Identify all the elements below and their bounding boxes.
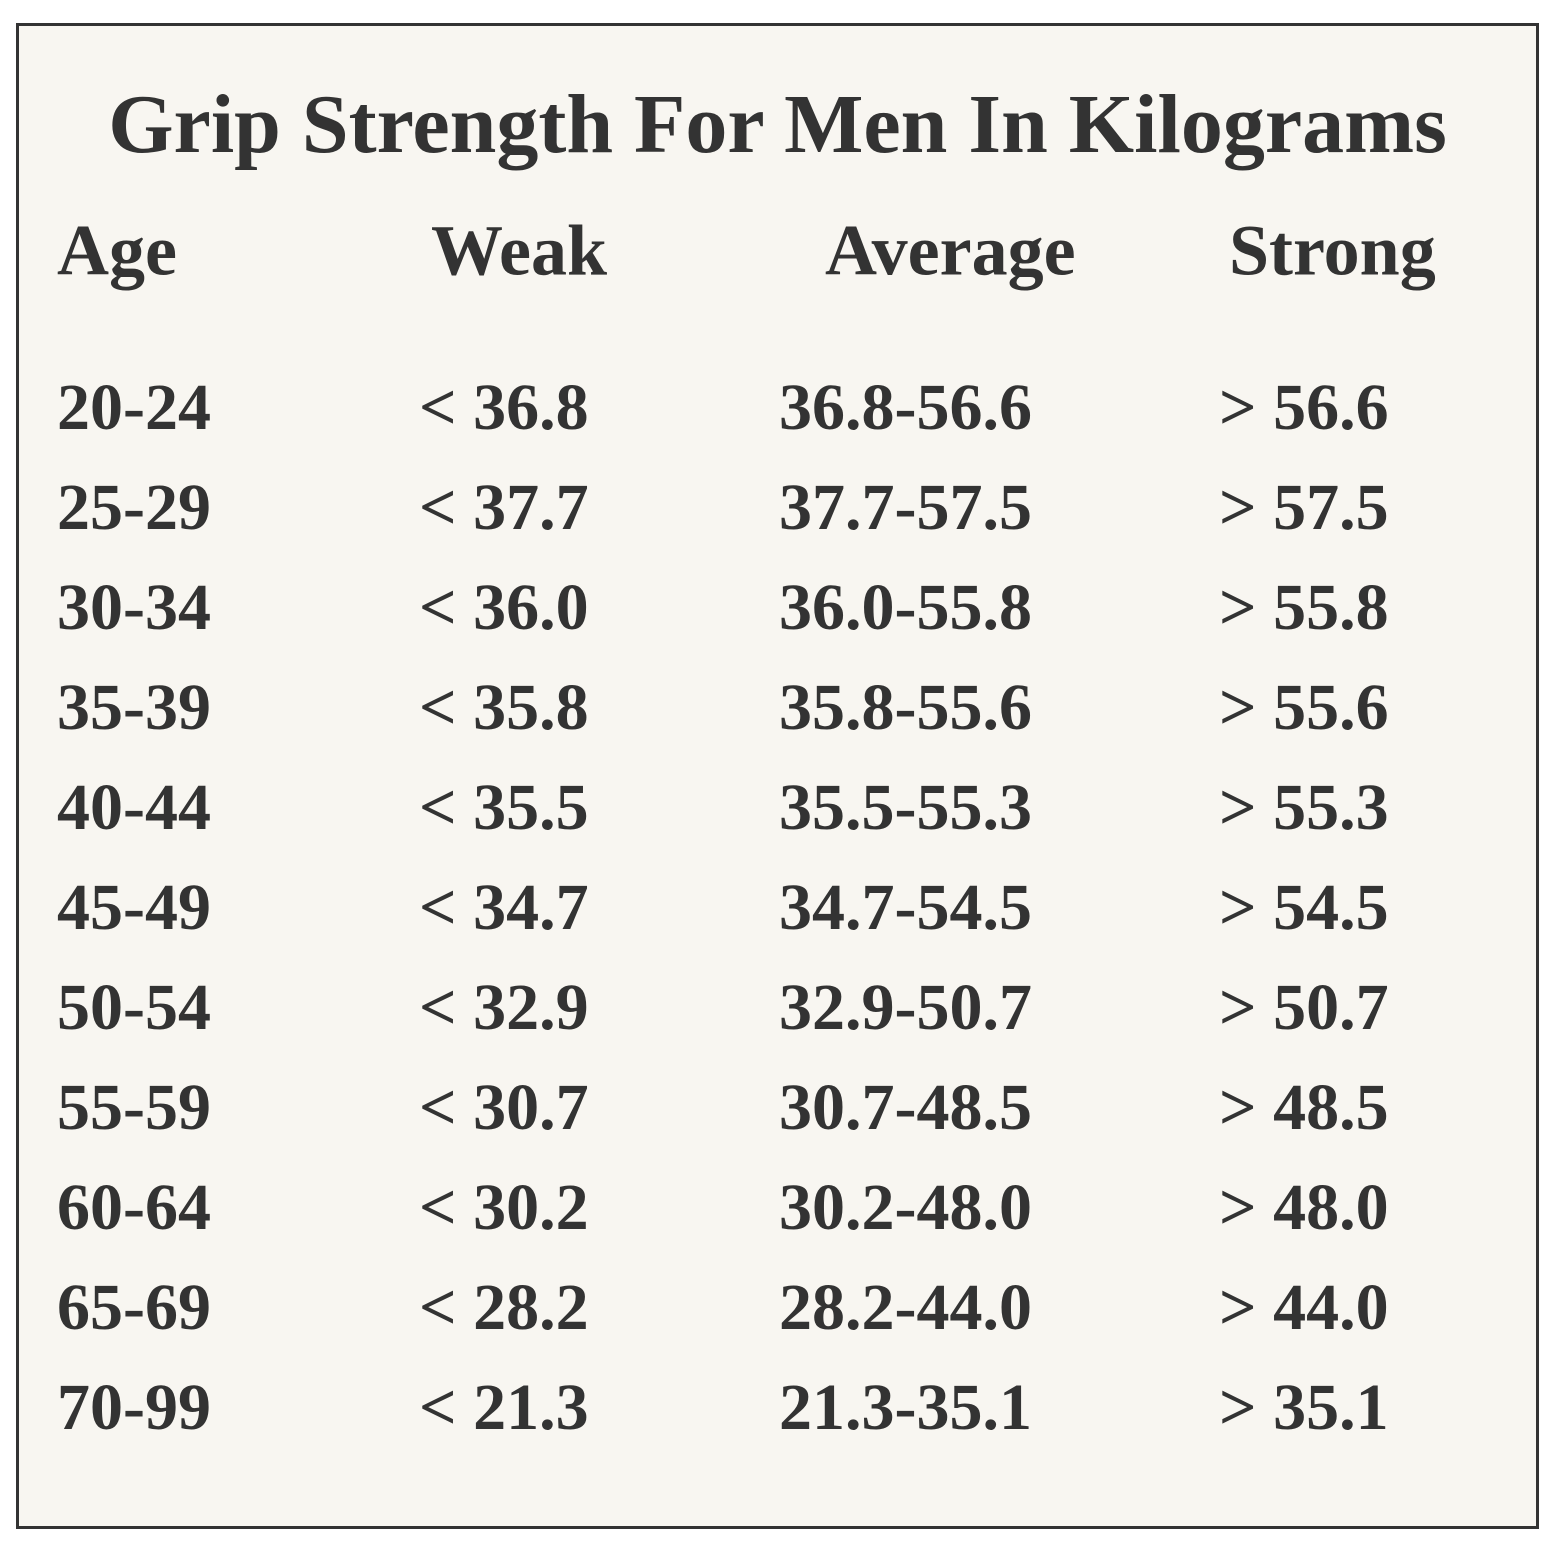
column-header: Strong [1229, 210, 1436, 291]
value-cell: < 36.0 [419, 571, 589, 644]
value-cell: > 50.7 [1219, 971, 1389, 1044]
value-cell: < 34.7 [419, 871, 589, 944]
value-cell: > 56.6 [1219, 371, 1389, 444]
value-cell: > 55.8 [1219, 571, 1389, 644]
value-cell: 35.8-55.6 [779, 671, 1032, 744]
age-cell: 20-24 [57, 371, 211, 444]
value-cell: < 35.5 [419, 771, 589, 844]
value-cell: 32.9-50.7 [779, 971, 1032, 1044]
value-cell: > 57.5 [1219, 471, 1389, 544]
age-cell: 40-44 [57, 771, 211, 844]
value-cell: < 35.8 [419, 671, 589, 744]
age-cell: 65-69 [57, 1271, 211, 1344]
value-cell: > 48.5 [1219, 1071, 1389, 1144]
title: Grip Strength For Men In Kilograms [108, 78, 1447, 171]
value-cell: > 35.1 [1219, 1371, 1389, 1444]
age-cell: 45-49 [57, 871, 211, 944]
age-cell: 35-39 [57, 671, 211, 744]
age-cell: 70-99 [57, 1371, 211, 1444]
value-cell: 28.2-44.0 [779, 1271, 1032, 1344]
column-header: Average [825, 210, 1076, 291]
value-cell: 37.7-57.5 [779, 471, 1032, 544]
value-cell: > 48.0 [1219, 1171, 1389, 1244]
value-cell: > 55.6 [1219, 671, 1389, 744]
column-header: Age [57, 210, 177, 291]
value-cell: < 37.7 [419, 471, 589, 544]
value-cell: > 54.5 [1219, 871, 1389, 944]
value-cell: < 30.2 [419, 1171, 589, 1244]
age-cell: 55-59 [57, 1071, 211, 1144]
value-cell: 36.0-55.8 [779, 571, 1032, 644]
value-cell: 35.5-55.3 [779, 771, 1032, 844]
value-cell: < 36.8 [419, 371, 589, 444]
table-panel: Grip Strength For Men In Kilograms Age We… [16, 23, 1539, 1529]
value-cell: < 30.7 [419, 1071, 589, 1144]
value-cell: 21.3-35.1 [779, 1371, 1032, 1444]
value-cell: > 44.0 [1219, 1271, 1389, 1344]
column-header: Weak [431, 210, 608, 291]
value-cell: < 21.3 [419, 1371, 589, 1444]
value-cell: 36.8-56.6 [779, 371, 1032, 444]
value-cell: < 32.9 [419, 971, 589, 1044]
value-cell: < 28.2 [419, 1271, 589, 1344]
value-cell: 30.7-48.5 [779, 1071, 1032, 1144]
age-cell: 25-29 [57, 471, 211, 544]
age-cell: 30-34 [57, 571, 211, 644]
age-cell: 50-54 [57, 971, 211, 1044]
value-cell: > 55.3 [1219, 771, 1389, 844]
age-cell: 60-64 [57, 1171, 211, 1244]
value-cell: 30.2-48.0 [779, 1171, 1032, 1244]
value-cell: 34.7-54.5 [779, 871, 1032, 944]
